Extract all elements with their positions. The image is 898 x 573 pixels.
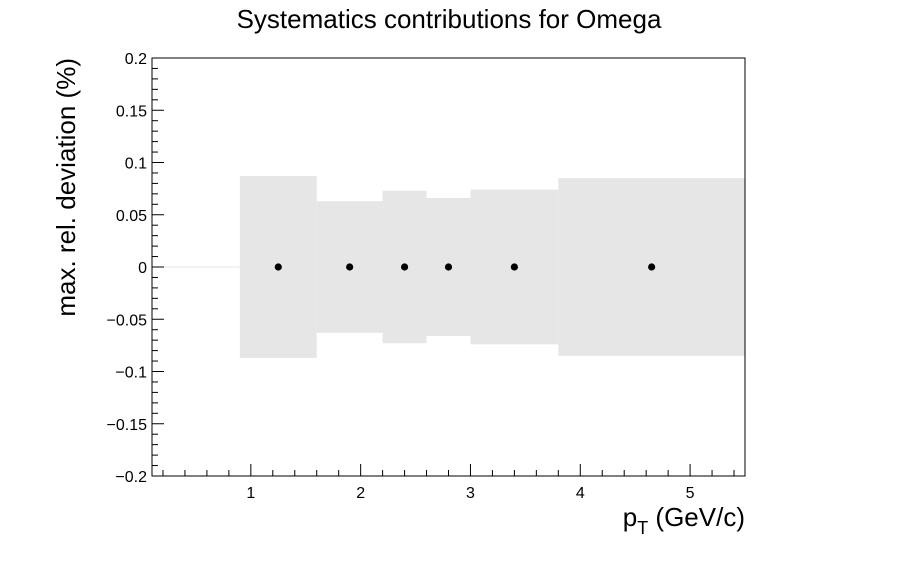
y-tick-label: 0.1 bbox=[125, 156, 147, 173]
y-axis-label: max. rel. deviation (%) bbox=[51, 58, 81, 317]
y-tick-label: 0 bbox=[138, 260, 147, 277]
data-point-5 bbox=[648, 263, 656, 271]
data-point-4 bbox=[510, 263, 518, 271]
x-axis-label-unit: (GeV/c) bbox=[648, 502, 745, 532]
x-tick-label: 4 bbox=[576, 485, 585, 502]
data-point-2 bbox=[400, 263, 409, 271]
x-axis-label-main: p bbox=[623, 502, 637, 532]
x-tick-label: 1 bbox=[246, 485, 255, 502]
y-tick-label: 0.15 bbox=[116, 103, 147, 120]
x-axis-label: pT (GeV/c) bbox=[623, 502, 745, 538]
y-tick-label: 0.05 bbox=[116, 208, 147, 225]
x-axis: 1 2 3 4 5 bbox=[162, 464, 735, 502]
data-point-1 bbox=[346, 263, 354, 271]
y-tick-label: −0.1 bbox=[115, 365, 147, 382]
data-point-3 bbox=[444, 263, 453, 271]
data-point-0 bbox=[274, 263, 282, 271]
x-axis-label-subscript: T bbox=[637, 518, 648, 538]
y-tick-label: −0.2 bbox=[115, 469, 147, 486]
x-tick-label: 2 bbox=[356, 485, 365, 502]
y-tick-label: 0.2 bbox=[125, 51, 147, 68]
data-points bbox=[274, 263, 656, 271]
chart-title: Systematics contributions for Omega bbox=[237, 4, 662, 34]
x-tick-label: 5 bbox=[686, 485, 695, 502]
y-axis: −0.2 −0.15 −0.1 −0.05 0 0.05 0.1 0.15 0.2 bbox=[107, 51, 164, 486]
y-tick-label: −0.05 bbox=[107, 312, 148, 329]
y-tick-label: −0.15 bbox=[107, 417, 148, 434]
x-tick-label: 3 bbox=[466, 485, 475, 502]
